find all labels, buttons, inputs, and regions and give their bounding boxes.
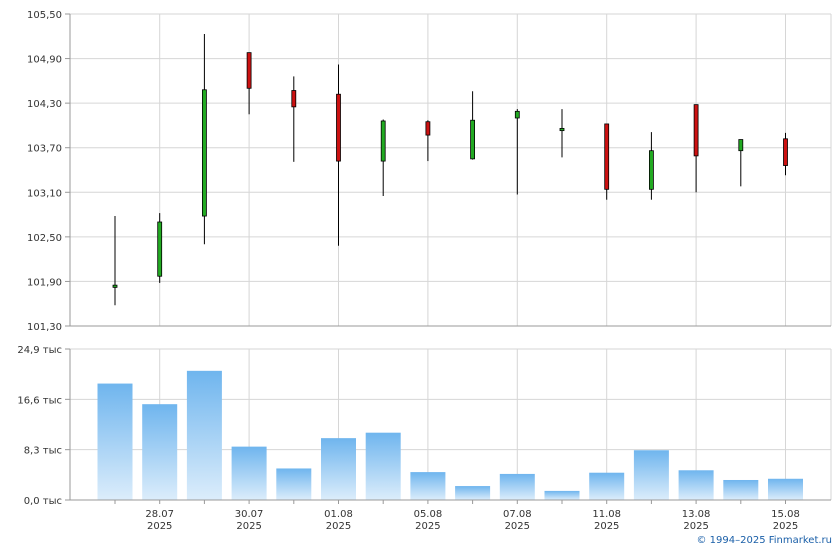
volume-bar — [633, 450, 669, 500]
volume-bar — [365, 432, 401, 500]
price-y-tick-label: 102,50 — [27, 233, 62, 244]
candle-body — [693, 104, 699, 157]
x-tick-label-year: 2025 — [594, 521, 619, 532]
candle-body — [291, 90, 297, 108]
candle-body — [649, 150, 654, 190]
candle-body — [336, 93, 341, 162]
x-tick-label-year: 2025 — [236, 521, 261, 532]
volume-bar — [678, 470, 714, 500]
volume-bar — [455, 486, 491, 500]
x-tick-label-date: 15.08 — [771, 509, 800, 520]
x-tick-label-date: 13.08 — [682, 509, 711, 520]
candle-body — [604, 123, 610, 190]
candle-body — [425, 121, 431, 136]
volume-bar — [321, 438, 356, 500]
volume-y-tick-label: 0,0 тыс — [24, 496, 62, 507]
volume-bar — [499, 473, 535, 500]
volume-y-tick-label: 16,6 тыс — [17, 395, 62, 406]
candle-body — [470, 119, 476, 160]
price-y-tick-label: 101,30 — [27, 322, 62, 333]
x-tick-label-date: 07.08 — [503, 509, 532, 520]
volume-bar — [97, 383, 133, 500]
price-y-tick-label: 104,30 — [27, 99, 62, 110]
x-tick-label-date: 01.08 — [324, 509, 353, 520]
candle-body — [246, 52, 252, 89]
x-tick-label-year: 2025 — [147, 521, 172, 532]
candle-body — [157, 221, 163, 277]
volume-bar — [723, 479, 759, 500]
volume-bar — [276, 468, 312, 500]
volume-bar — [544, 490, 580, 500]
x-tick-label-date: 11.08 — [592, 509, 621, 520]
x-tick-label-year: 2025 — [415, 521, 440, 532]
x-tick-label-year: 2025 — [326, 521, 351, 532]
price-y-tick-label: 103,70 — [27, 144, 62, 155]
volume-bar — [410, 472, 446, 500]
price-y-tick-label: 103,10 — [27, 188, 62, 199]
candle-body — [112, 284, 118, 288]
volume-bar — [142, 404, 178, 500]
price-y-tick-label: 105,50 — [27, 10, 62, 21]
price-y-tick-label: 104,90 — [27, 55, 62, 66]
x-tick-label-date: 05.08 — [414, 509, 443, 520]
candle-body — [380, 120, 386, 162]
volume-bar — [768, 478, 803, 500]
candle-body — [559, 127, 565, 132]
volume-y-tick-label: 8,3 тыс — [24, 446, 62, 457]
price-panel: 105,50 104,90 104,30 103,70 103,10 102,50 101,… — [27, 10, 832, 333]
volume-bar — [589, 472, 625, 500]
x-tick-label-date: 28.07 — [145, 509, 174, 520]
candle-body — [783, 138, 788, 166]
copyright-text: © 1994–2025 Finmarket.ru — [696, 535, 832, 546]
volume-bar — [231, 446, 267, 500]
candle-body — [514, 110, 520, 119]
x-tick-label-year: 2025 — [505, 521, 530, 532]
price-y-tick-label: 101,90 — [27, 277, 62, 288]
candle-body — [201, 89, 207, 217]
x-tick-label-year: 2025 — [683, 521, 708, 532]
x-tick-label-year: 2025 — [773, 521, 798, 532]
candle-body — [738, 139, 744, 152]
volume-y-tick-label: 24,9 тыс — [17, 345, 62, 356]
volume-bar — [186, 370, 222, 500]
x-tick-label-date: 30.07 — [235, 509, 264, 520]
